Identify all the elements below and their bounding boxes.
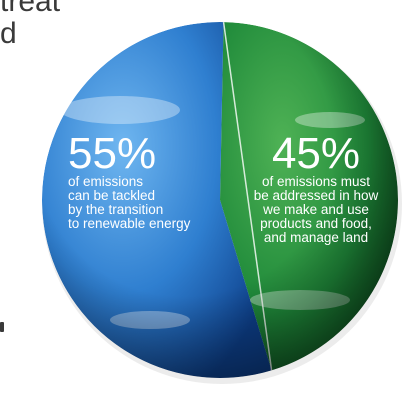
slice-1-desc-line-1: of emissions — [68, 174, 143, 189]
slice-2-labels: 45% of emissions must be addressed in ho… — [254, 129, 379, 245]
globe-shading — [42, 22, 398, 378]
slice-1-desc-line-2: can be tackled — [68, 188, 155, 203]
background-text-line-1: treat — [0, 0, 61, 18]
slice-1-labels: 55% of emissions can be tackled by the t… — [68, 129, 191, 231]
slice-1-desc-line-4: to renewable energy — [68, 216, 191, 231]
background-text-line-2: d — [0, 17, 17, 50]
background-mark — [0, 322, 4, 332]
slice-2-desc-line-3: we make and use — [262, 202, 369, 217]
slice-2-desc-line-2: be addressed in how — [254, 188, 379, 203]
slice-2-desc-line-5: and manage land — [264, 230, 368, 245]
slice-1-percent: 55% — [68, 129, 156, 178]
slice-1-desc-line-3: by the transition — [68, 202, 163, 217]
slice-2-desc-line-1: of emissions must — [262, 174, 370, 189]
slice-2-percent: 45% — [272, 129, 360, 178]
slice-2-desc-line-4: products and food, — [260, 216, 372, 231]
